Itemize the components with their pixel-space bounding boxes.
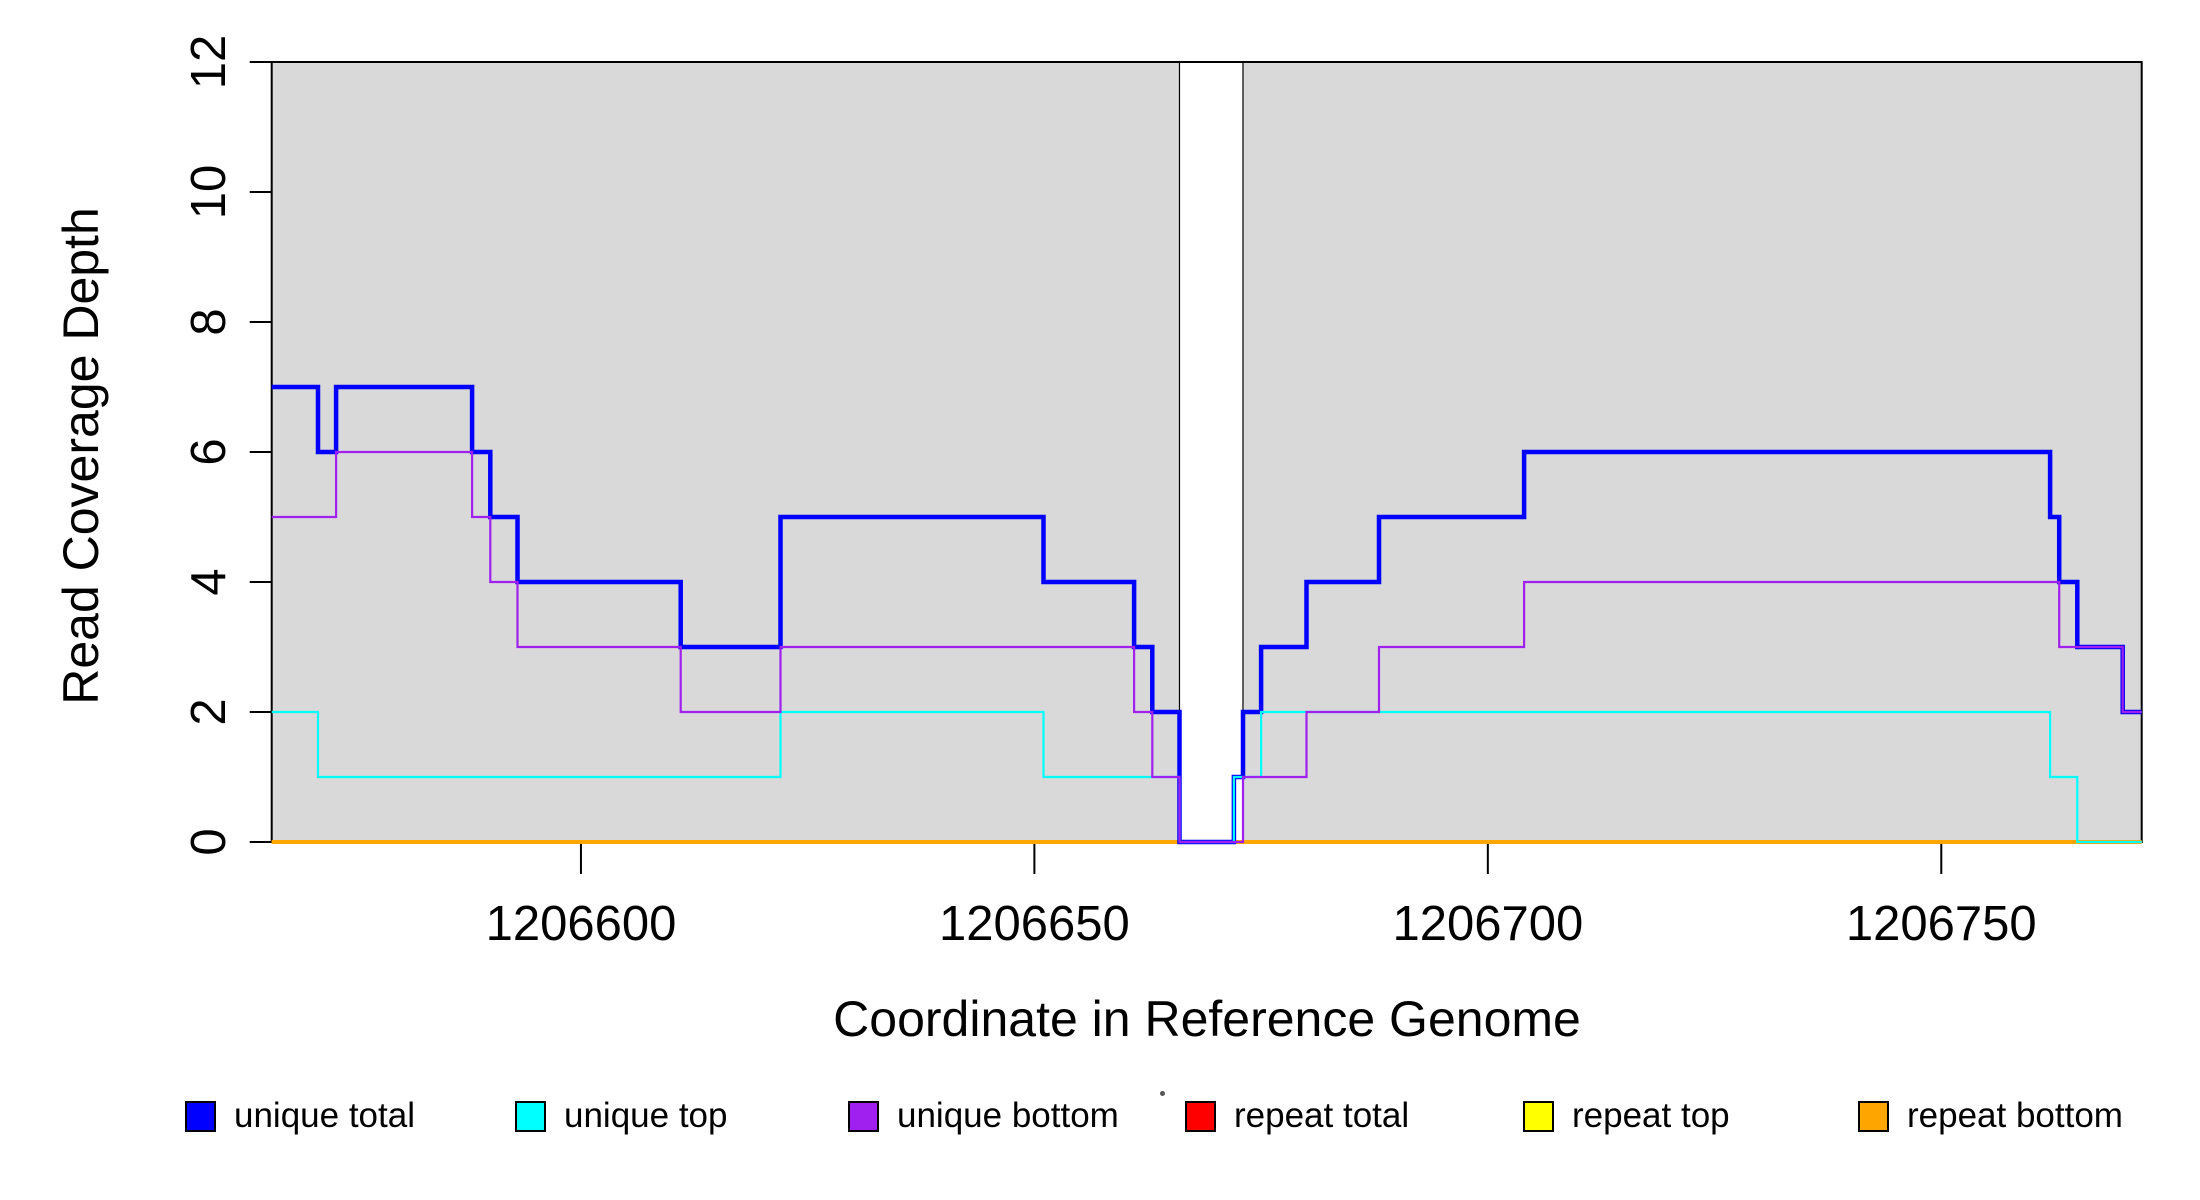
x-tick-label: 1206750: [1846, 897, 2037, 951]
legend-item-repeat-total: repeat total: [1185, 1096, 1409, 1136]
legend-label: repeat bottom: [1907, 1096, 2123, 1135]
repeat-top-swatch-icon: [1523, 1100, 1554, 1132]
y-tick-label: 8: [182, 308, 236, 335]
x-tick-label: 1206600: [486, 897, 677, 951]
unique-top-swatch-icon: [515, 1100, 546, 1132]
x-axis-title: Coordinate in Reference Genome: [833, 991, 1581, 1047]
legend-label: repeat top: [1572, 1096, 1730, 1135]
y-tick-label: 0: [182, 828, 236, 855]
y-axis-title: Read Coverage Depth: [53, 207, 109, 705]
repeat-total-swatch-icon: [1185, 1100, 1216, 1132]
legend-label: unique top: [564, 1096, 728, 1135]
y-tick-label: 4: [182, 568, 236, 595]
stray-dot-artifact: [1160, 1091, 1165, 1096]
y-tick-label: 10: [182, 165, 236, 220]
series-line-unique-bottom: [271, 450, 2142, 844]
legend-label: unique bottom: [897, 1096, 1119, 1135]
y-tick-label: 6: [182, 438, 236, 465]
x-tick-label: 1206650: [939, 897, 1130, 951]
legend-item-unique-total: unique total: [185, 1096, 415, 1136]
legend-label: unique total: [234, 1096, 415, 1135]
unique-total-swatch-icon: [185, 1100, 216, 1132]
legend-item-repeat-bottom: repeat bottom: [1858, 1096, 2123, 1136]
unique-bottom-swatch-icon: [848, 1100, 879, 1132]
legend-item-unique-top: unique top: [515, 1096, 727, 1136]
legend: unique total unique top unique bottom re…: [0, 1096, 2200, 1156]
repeat-bottom-swatch-icon: [1858, 1100, 1889, 1132]
y-tick-label: 2: [182, 698, 236, 725]
y-tick-label: 12: [182, 35, 236, 90]
legend-label: repeat total: [1234, 1096, 1410, 1135]
legend-item-repeat-top: repeat top: [1523, 1096, 1730, 1136]
legend-item-unique-bottom: unique bottom: [848, 1096, 1119, 1136]
x-tick-label: 1206700: [1392, 897, 1583, 951]
